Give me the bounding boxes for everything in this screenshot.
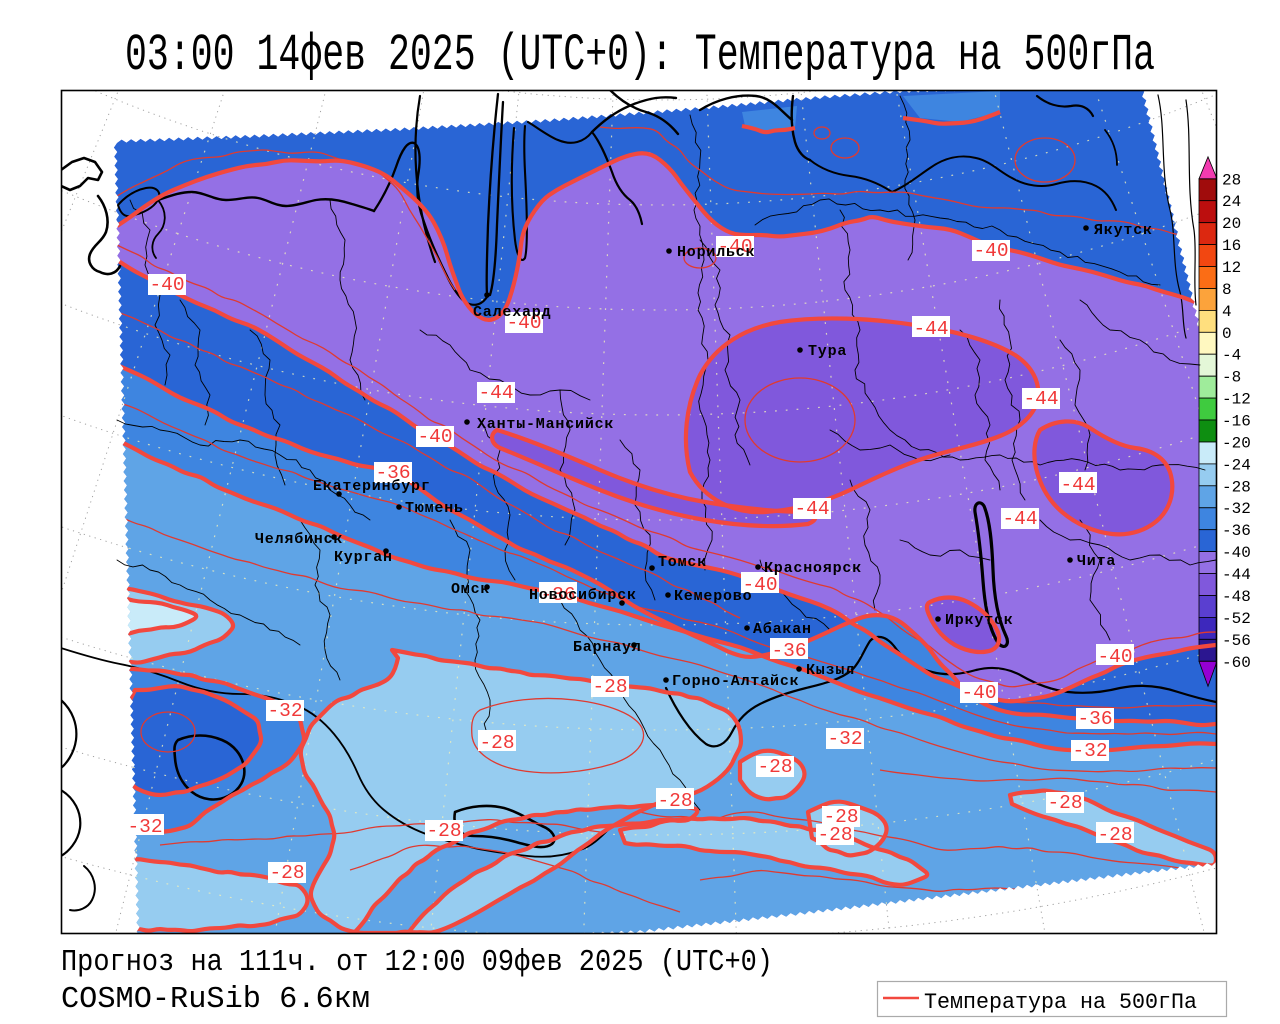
svg-text:-32: -32 <box>127 816 162 838</box>
svg-text:-36: -36 <box>375 462 410 484</box>
svg-text:-44: -44 <box>1023 388 1058 410</box>
svg-text:28: 28 <box>1222 171 1241 189</box>
svg-text:-28: -28 <box>657 790 692 812</box>
svg-text:-28: -28 <box>1047 792 1082 814</box>
svg-text:-36: -36 <box>1077 708 1112 730</box>
svg-text:-36: -36 <box>771 640 806 662</box>
svg-text:-40: -40 <box>1097 646 1132 668</box>
svg-text:-12: -12 <box>1222 391 1251 409</box>
svg-text:-40: -40 <box>506 312 541 334</box>
svg-text:-44: -44 <box>794 498 829 520</box>
svg-text:-24: -24 <box>1222 456 1251 474</box>
svg-text:03:00 14фев 2025 (UTC+0): Темп: 03:00 14фев 2025 (UTC+0): Температура на… <box>125 26 1155 85</box>
svg-text:Челябинск: Челябинск <box>255 531 343 548</box>
svg-text:-56: -56 <box>1222 632 1251 650</box>
svg-text:Температура на 500гПа: Температура на 500гПа <box>924 990 1197 1015</box>
svg-text:-32: -32 <box>267 700 302 722</box>
svg-text:Красноярск: Красноярск <box>764 560 862 577</box>
svg-text:-40: -40 <box>717 236 752 258</box>
svg-text:4: 4 <box>1222 303 1232 321</box>
svg-text:Чита: Чита <box>1077 553 1116 570</box>
svg-text:Томск: Томск <box>658 554 707 571</box>
svg-text:-36: -36 <box>540 584 575 606</box>
svg-text:0: 0 <box>1222 325 1232 343</box>
svg-text:-32: -32 <box>827 728 862 750</box>
svg-text:-40: -40 <box>1222 544 1251 562</box>
svg-text:8: 8 <box>1222 281 1232 299</box>
svg-text:Якутск: Якутск <box>1094 222 1153 239</box>
svg-text:-40: -40 <box>417 426 452 448</box>
svg-text:Кызыл: Кызыл <box>806 662 855 679</box>
svg-text:-32: -32 <box>1072 740 1107 762</box>
svg-text:Омск: Омск <box>451 581 490 598</box>
svg-text:Барнаул: Барнаул <box>573 639 642 656</box>
svg-text:-28: -28 <box>757 756 792 778</box>
svg-text:-28: -28 <box>479 732 514 754</box>
svg-text:-40: -40 <box>149 274 184 296</box>
svg-text:Курган: Курган <box>334 549 393 566</box>
svg-text:Иркутск: Иркутск <box>945 612 1014 629</box>
svg-text:Горно-Алтайск: Горно-Алтайск <box>672 673 799 690</box>
svg-text:-36: -36 <box>1222 522 1251 540</box>
svg-text:COSMO-RuSib 6.6км: COSMO-RuSib 6.6км <box>61 982 370 1017</box>
svg-text:-28: -28 <box>817 824 852 846</box>
svg-text:-44: -44 <box>478 382 513 404</box>
svg-text:-28: -28 <box>592 676 627 698</box>
svg-text:-28: -28 <box>1222 478 1251 496</box>
svg-text:Норильск: Норильск <box>677 244 755 261</box>
svg-text:-8: -8 <box>1222 369 1241 387</box>
svg-text:Кемерово: Кемерово <box>674 588 752 605</box>
svg-text:Прогноз на 111ч. от 12:00 09фе: Прогноз на 111ч. от 12:00 09фев 2025 (UT… <box>61 945 773 980</box>
svg-text:-40: -40 <box>742 574 777 596</box>
svg-text:-44: -44 <box>1002 508 1037 530</box>
svg-text:Тюмень: Тюмень <box>405 500 464 517</box>
svg-text:-52: -52 <box>1222 610 1251 628</box>
svg-text:-28: -28 <box>823 806 858 828</box>
svg-text:-16: -16 <box>1222 413 1251 431</box>
svg-text:-20: -20 <box>1222 435 1251 453</box>
svg-text:-4: -4 <box>1222 347 1241 365</box>
svg-text:-28: -28 <box>1097 824 1132 846</box>
svg-text:16: 16 <box>1222 237 1241 255</box>
svg-text:-44: -44 <box>913 318 948 340</box>
svg-text:-48: -48 <box>1222 588 1251 606</box>
svg-text:20: 20 <box>1222 215 1241 233</box>
svg-text:-40: -40 <box>961 682 996 704</box>
svg-text:24: 24 <box>1222 193 1241 211</box>
svg-text:Тура: Тура <box>808 343 847 360</box>
svg-text:-40: -40 <box>973 240 1008 262</box>
svg-text:-28: -28 <box>269 862 304 884</box>
svg-text:12: 12 <box>1222 259 1241 277</box>
svg-text:Новосибирск: Новосибирск <box>529 587 637 604</box>
svg-text:Екатеринбург: Екатеринбург <box>313 478 431 495</box>
svg-text:Абакан: Абакан <box>753 621 812 638</box>
svg-text:-32: -32 <box>1222 500 1251 518</box>
svg-text:-44: -44 <box>1060 474 1095 496</box>
svg-text:-60: -60 <box>1222 654 1251 672</box>
svg-text:-28: -28 <box>426 820 461 842</box>
svg-text:-44: -44 <box>1222 566 1251 584</box>
svg-text:Ханты-Мансийск: Ханты-Мансийск <box>477 416 614 433</box>
svg-text:Салехард: Салехард <box>473 304 551 321</box>
